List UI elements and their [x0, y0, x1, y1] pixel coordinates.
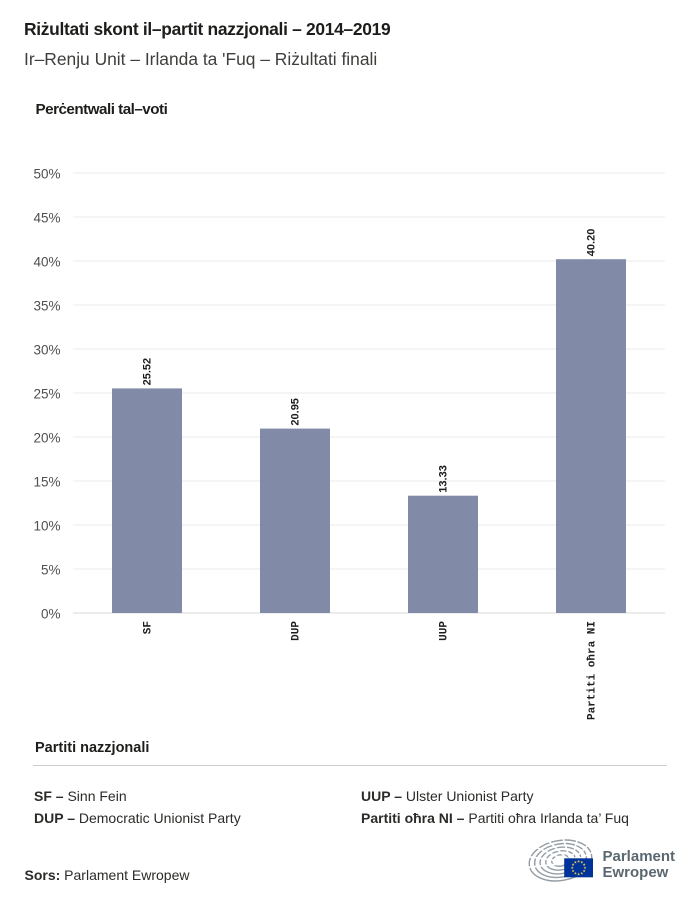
svg-text:0%: 0%	[41, 607, 61, 622]
svg-text:UUP: UUP	[439, 621, 451, 641]
svg-text:DUP: DUP	[291, 621, 303, 641]
svg-text:20.95: 20.95	[290, 398, 302, 426]
svg-text:35%: 35%	[33, 299, 60, 314]
svg-text:15%: 15%	[33, 475, 60, 490]
svg-text:50%: 50%	[33, 167, 60, 182]
svg-text:20%: 20%	[33, 431, 60, 446]
svg-text:25%: 25%	[33, 387, 60, 402]
svg-text:Partiti oħra NI: Partiti oħra NI	[587, 621, 599, 720]
svg-text:5%: 5%	[41, 563, 61, 578]
svg-text:40%: 40%	[33, 255, 60, 270]
svg-text:40.20: 40.20	[586, 229, 598, 257]
svg-text:45%: 45%	[33, 211, 60, 226]
svg-text:10%: 10%	[33, 519, 60, 534]
svg-text:SF: SF	[143, 621, 155, 634]
svg-text:25.52: 25.52	[142, 358, 154, 386]
svg-text:13.33: 13.33	[438, 465, 450, 493]
svg-text:30%: 30%	[33, 343, 60, 358]
